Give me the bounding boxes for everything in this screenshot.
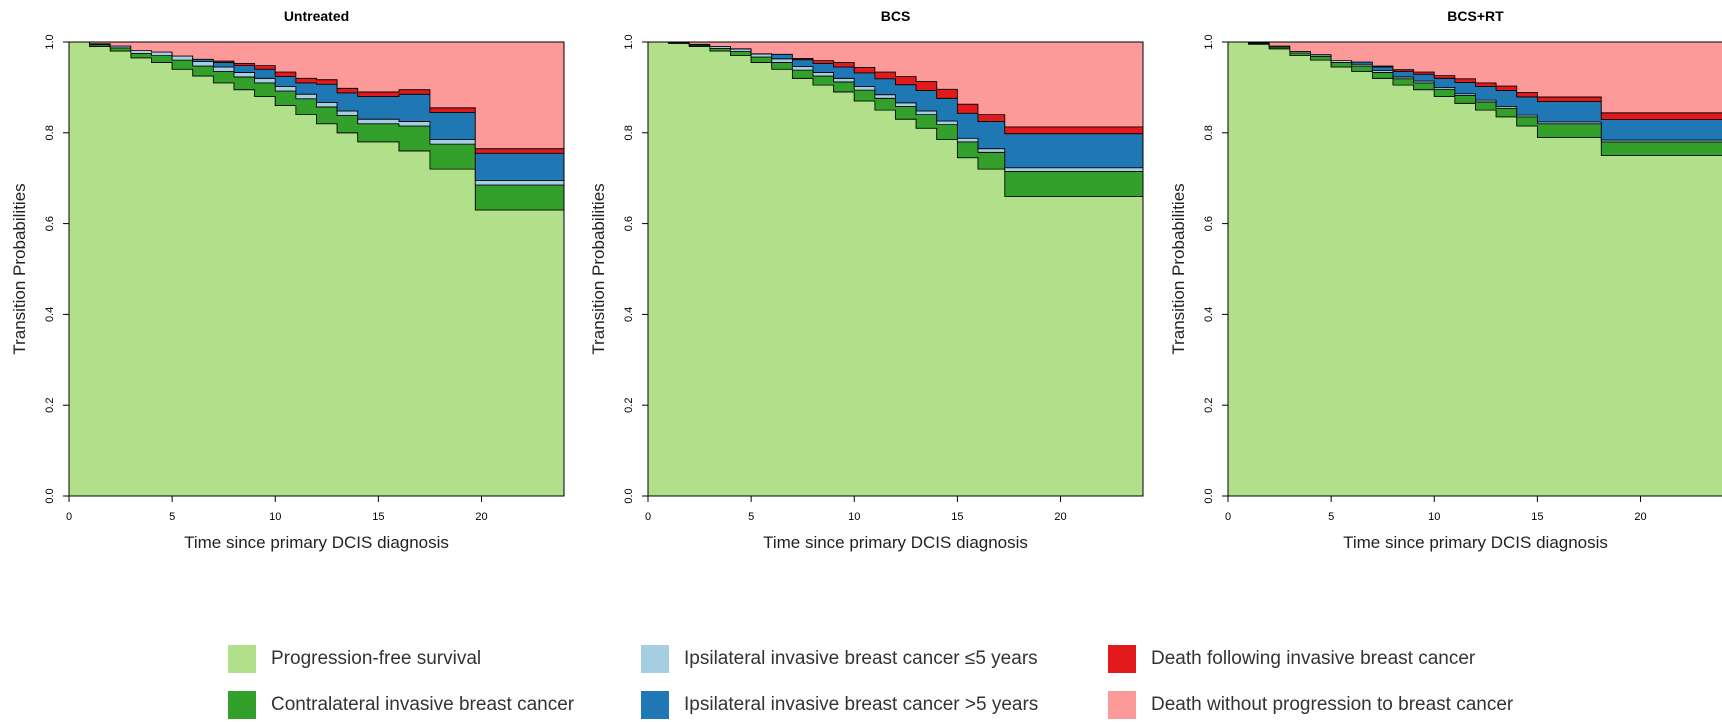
- y-tick-label: 1.0: [44, 34, 56, 49]
- y-tick-label: 0.0: [623, 488, 635, 503]
- x-tick-label: 0: [1225, 511, 1231, 523]
- y-tick-label: 0.4: [44, 307, 56, 322]
- y-tick-label: 0.8: [44, 125, 56, 140]
- chart-title: BCS: [881, 8, 911, 24]
- x-axis-label: Time since primary DCIS diagnosis: [763, 533, 1028, 552]
- legend-label: Death following invasive breast cancer: [1151, 648, 1476, 669]
- plot-border: [647, 41, 1144, 497]
- y-tick-label: 1.0: [623, 34, 635, 49]
- y-tick-label: 0.6: [44, 216, 56, 231]
- x-tick-label: 5: [748, 511, 754, 523]
- legend-label: Ipsilateral invasive breast cancer ≤5 ye…: [684, 648, 1038, 669]
- legend-label: Death without progression to breast canc…: [1151, 694, 1514, 715]
- x-tick-label: 10: [848, 511, 860, 523]
- legend-swatch: [228, 645, 256, 673]
- y-tick-label: 0.0: [44, 488, 56, 503]
- y-axis-label: Transition Probabilities: [589, 183, 608, 354]
- y-tick-label: 0.8: [623, 125, 635, 140]
- y-tick-label: 0.4: [1203, 307, 1215, 322]
- legend-label: Ipsilateral invasive breast cancer >5 ye…: [684, 694, 1039, 715]
- legend-label: Contralateral invasive breast cancer: [271, 694, 575, 715]
- y-tick-label: 0.2: [1203, 398, 1215, 413]
- chart-title: BCS+RT: [1447, 8, 1504, 24]
- x-tick-label: 20: [1054, 511, 1066, 523]
- x-axis-label: Time since primary DCIS diagnosis: [184, 533, 449, 552]
- y-tick-label: 0.2: [623, 398, 635, 413]
- legend-item-ipsilateral-gt5: Ipsilateral invasive breast cancer >5 ye…: [641, 690, 1038, 720]
- y-tick-label: 0.4: [623, 307, 635, 322]
- y-tick-label: 1.0: [1203, 34, 1215, 49]
- x-tick-label: 20: [1634, 511, 1646, 523]
- x-tick-label: 5: [169, 511, 175, 523]
- legend-item-progression-free: Progression-free survival: [228, 644, 481, 674]
- x-tick-label: 5: [1328, 511, 1334, 523]
- legend-swatch: [1108, 645, 1136, 673]
- x-tick-label: 15: [1531, 511, 1543, 523]
- legend-item-ipsilateral-le5: Ipsilateral invasive breast cancer ≤5 ye…: [641, 644, 1038, 674]
- x-axis-label: Time since primary DCIS diagnosis: [1343, 533, 1608, 552]
- chart-panel-bcs-rt: BCS+RT 0 5 10 15 20 0.0 0.2 0.4 0.6 0.8 1.0 Time sin…: [1169, 8, 1722, 552]
- y-tick-label: 0.8: [1203, 125, 1215, 140]
- y-axis-label: Transition Probabilities: [1169, 183, 1188, 354]
- legend-swatch: [228, 691, 256, 719]
- x-tick-label: 10: [1428, 511, 1440, 523]
- legend-swatch: [641, 645, 669, 673]
- y-tick-label: 0.6: [623, 216, 635, 231]
- x-tick-label: 10: [269, 511, 281, 523]
- x-tick-label: 0: [645, 511, 651, 523]
- x-tick-label: 20: [475, 511, 487, 523]
- y-axis-label: Transition Probabilities: [10, 183, 29, 354]
- y-tick-label: 0.2: [44, 398, 56, 413]
- legend-swatch: [1108, 691, 1136, 719]
- legend-swatch: [641, 691, 669, 719]
- legend-item-death-following: Death following invasive breast cancer: [1108, 644, 1475, 674]
- y-tick-label: 0.6: [1203, 216, 1215, 231]
- y-tick-label: 0.0: [1203, 488, 1215, 503]
- chart-panel-bcs: BCS 0 5 10 15 20 0.0 0.2 0.4 0.6 0.8 1.0 Time since …: [589, 8, 1144, 552]
- plot-border: [68, 41, 565, 497]
- legend: Progression-free survival Contralateral …: [0, 630, 1722, 722]
- legend-item-death-without: Death without progression to breast canc…: [1108, 690, 1513, 720]
- figure: Untreated 0 5 10 15 20 0.0 0.2 0.4 0.6 0.8 1.0 Time …: [10, 8, 1722, 552]
- chart-panel-untreated: Untreated 0 5 10 15 20 0.0 0.2 0.4 0.6 0.8 1.0 Time …: [10, 8, 565, 552]
- plot-border: [1227, 41, 1722, 497]
- x-tick-label: 15: [951, 511, 963, 523]
- x-tick-label: 0: [66, 511, 72, 523]
- legend-item-contralateral: Contralateral invasive breast cancer: [228, 690, 574, 720]
- chart-title: Untreated: [284, 8, 349, 24]
- x-tick-label: 15: [372, 511, 384, 523]
- legend-label: Progression-free survival: [271, 648, 482, 669]
